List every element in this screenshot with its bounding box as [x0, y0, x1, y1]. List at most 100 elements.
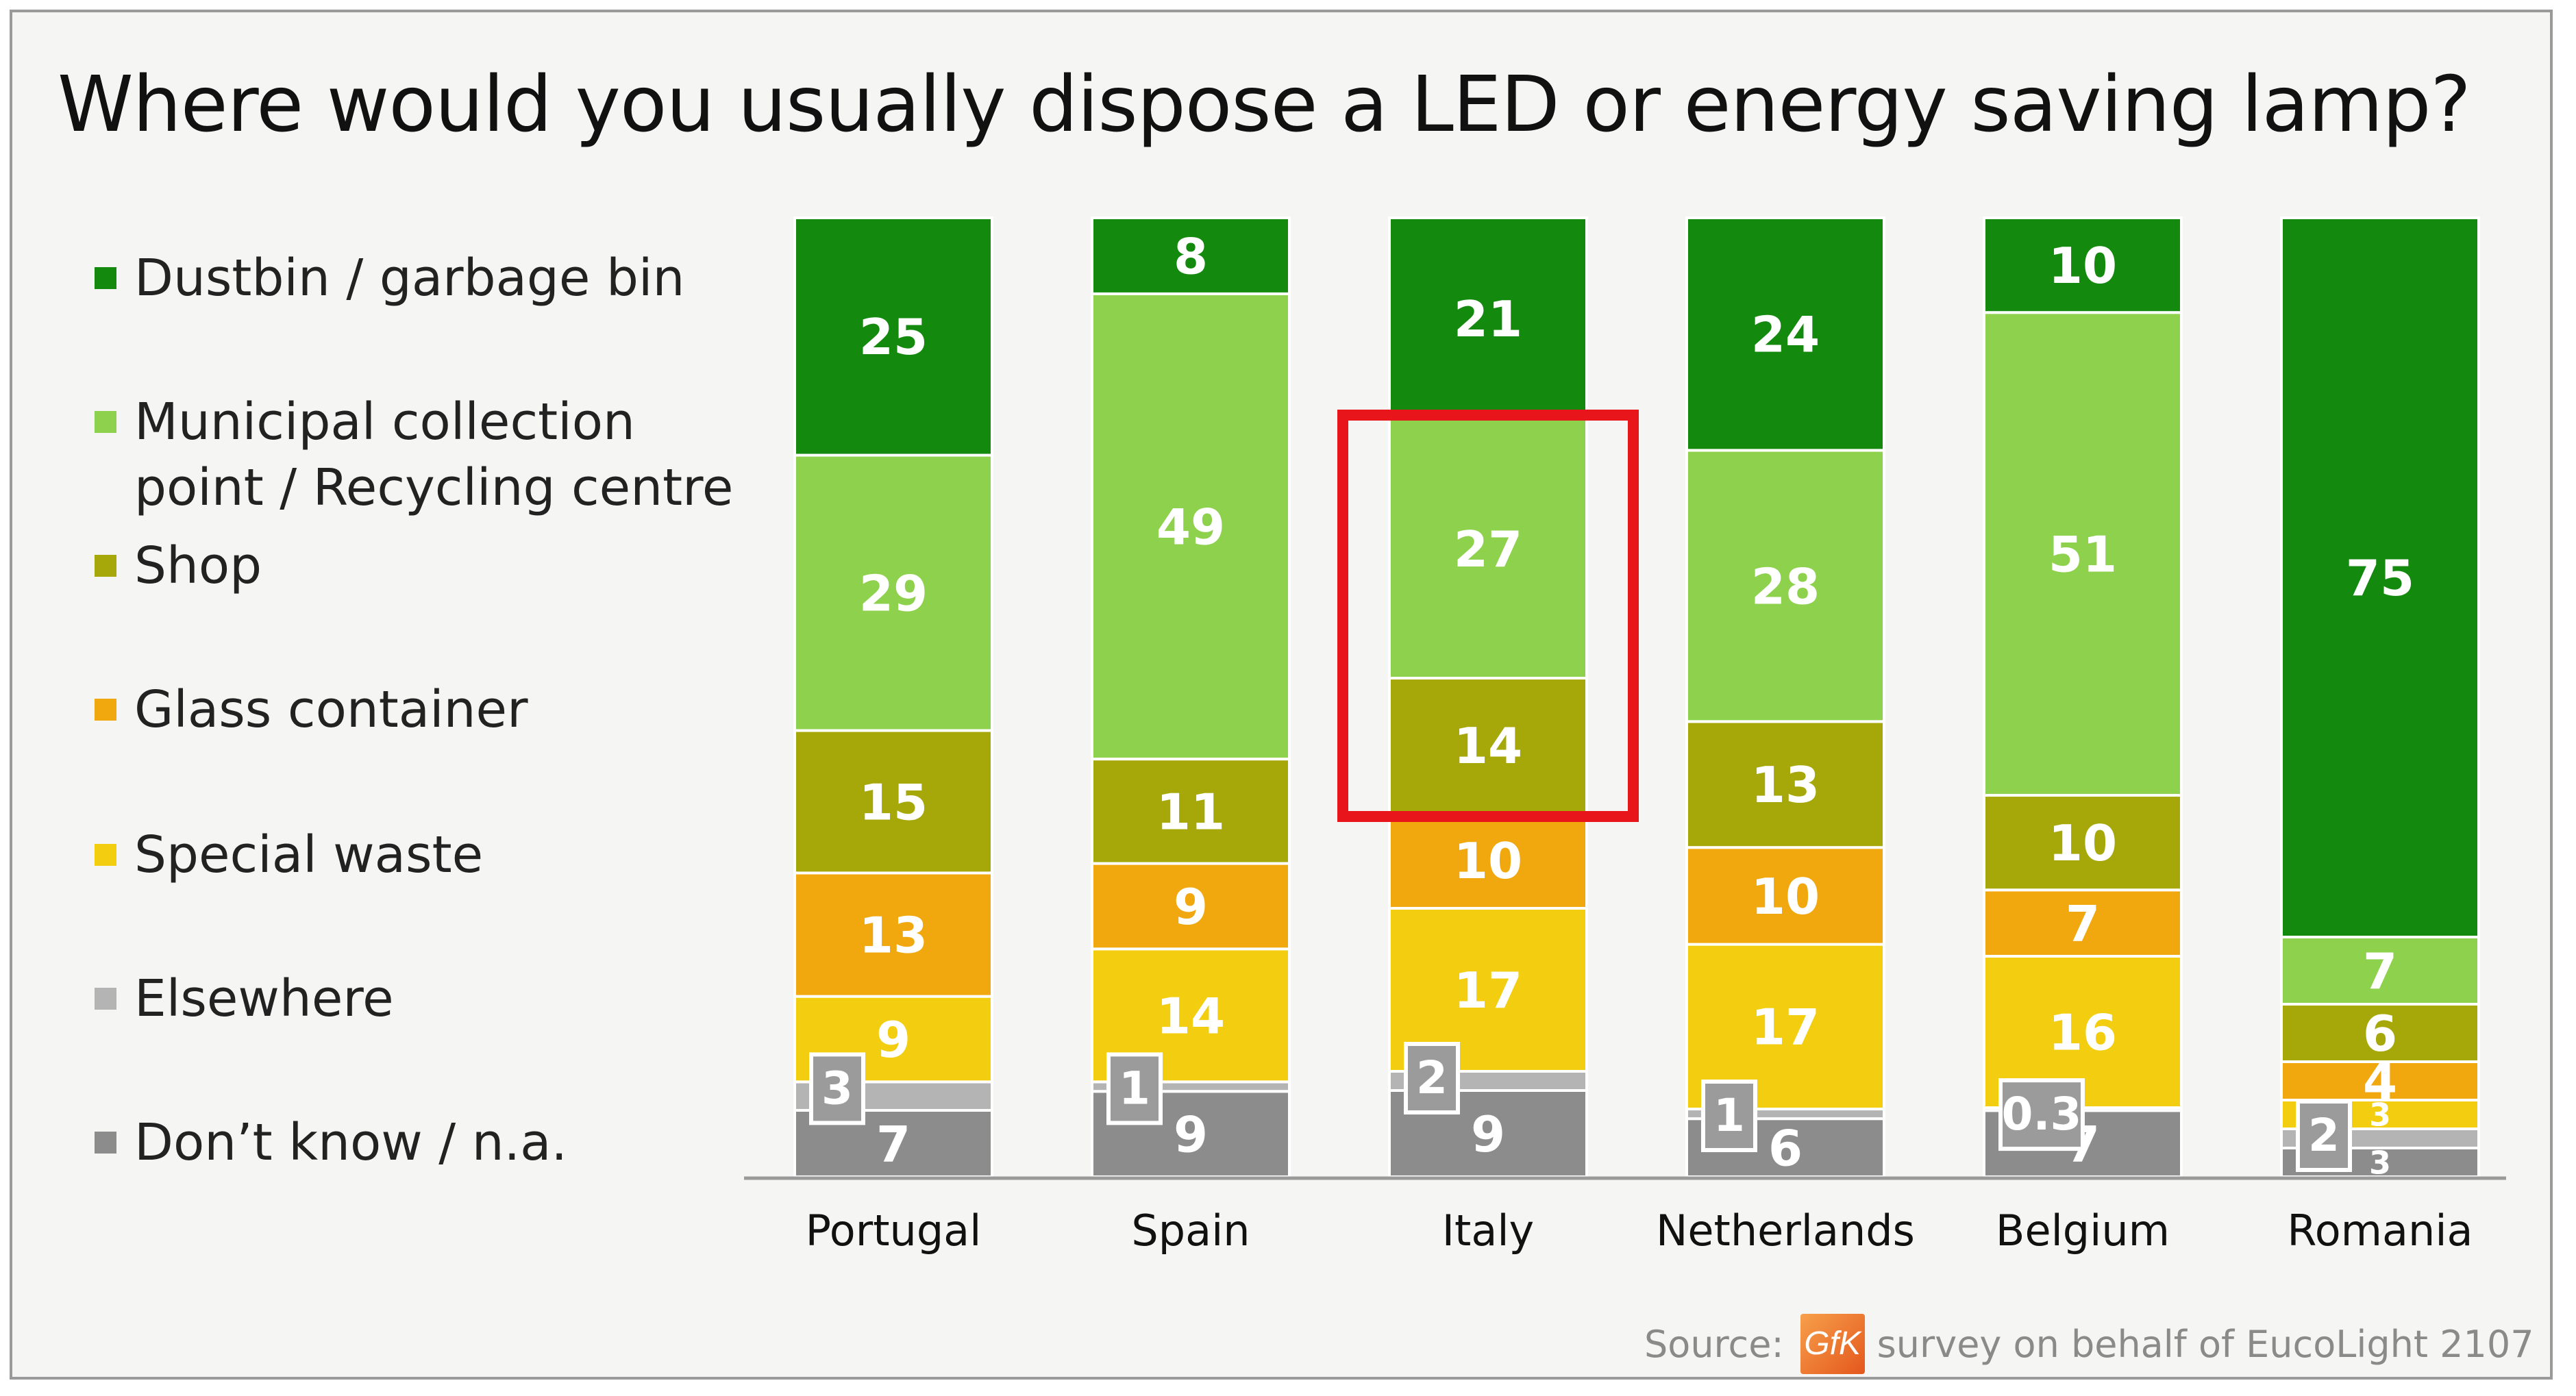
data-label: 14 — [1454, 717, 1522, 775]
data-label: 8 — [1174, 227, 1208, 285]
legend-swatch — [95, 267, 116, 289]
bar-stack — [1388, 216, 1588, 1178]
bar-segment — [2280, 936, 2480, 1006]
data-label: 9 — [876, 1011, 911, 1069]
category-label: Netherlands — [1656, 1206, 1915, 1256]
bar-stack — [2280, 216, 2480, 1178]
data-label: 14 — [1156, 987, 1225, 1045]
data-label: 9 — [1471, 1106, 1505, 1163]
data-label: 0.3 — [2002, 1088, 2082, 1141]
data-label: 49 — [1156, 498, 1225, 556]
data-label: 75 — [2346, 549, 2414, 607]
data-label: 1 — [1119, 1062, 1150, 1114]
bar-stack — [1091, 216, 1291, 1179]
data-label: 16 — [2048, 1004, 2117, 1061]
legend-label: Shop — [134, 536, 262, 595]
legend-swatch — [95, 1132, 116, 1154]
source-note: Source: GfK survey on behalf of EucoLigh… — [1644, 1314, 2534, 1374]
legend-swatch — [95, 699, 116, 721]
category-label: Portugal — [806, 1206, 982, 1256]
data-label: 1 — [1713, 1089, 1745, 1142]
stacked-bar-chart: 73913152925Portugal9114911498Spain921710… — [744, 216, 2506, 1256]
legend-label: Dustbin / garbage bin — [134, 249, 685, 308]
data-label: 13 — [859, 906, 928, 964]
legend-label: Glass container — [134, 680, 528, 739]
legend-swatch — [95, 844, 116, 866]
bar-segment — [793, 871, 993, 998]
bar-segment — [1983, 216, 2183, 314]
category-label: Italy — [1442, 1206, 1535, 1256]
data-label: 51 — [2048, 526, 2117, 584]
legend-label: Don’t know / n.a. — [134, 1113, 568, 1172]
data-label: 25 — [859, 308, 928, 366]
data-label: 7 — [2363, 943, 2397, 1000]
bar-segment — [1091, 292, 1291, 761]
bar-segment — [2280, 1060, 2480, 1101]
legend-item: Dustbin / garbage bin — [95, 245, 780, 382]
data-label: 4 — [2363, 1053, 2397, 1110]
bar-segment — [1685, 449, 1885, 723]
bar-segment — [1983, 794, 2183, 892]
data-label: 24 — [1751, 306, 1820, 364]
category-label: Spain — [1131, 1206, 1250, 1256]
data-label: 7 — [2066, 895, 2100, 953]
source-suffix: survey on behalf of EucoLight 2107 — [1877, 1322, 2534, 1366]
legend-item: Special waste — [95, 822, 780, 959]
data-label: 11 — [1156, 783, 1225, 840]
bar-segment — [1685, 216, 1885, 452]
data-label: 10 — [1751, 868, 1820, 925]
legend-label: Elsewhere — [134, 969, 394, 1028]
data-label: 3 — [821, 1062, 853, 1114]
legend-item: Elsewhere — [95, 966, 780, 1103]
elsewhere-label-box — [1701, 1080, 1757, 1153]
elsewhere-label-box — [809, 1052, 865, 1125]
data-label: 15 — [859, 773, 928, 831]
bar-segment — [793, 729, 993, 875]
data-label: 10 — [1454, 832, 1522, 890]
data-label: 10 — [2048, 814, 2117, 872]
data-label: 6 — [2363, 1005, 2397, 1062]
bar-segment — [1388, 811, 1588, 910]
source-prefix: Source: — [1644, 1322, 1784, 1366]
legend-item: Shop — [95, 533, 780, 670]
bar-stack — [1685, 216, 1885, 1178]
data-label: 28 — [1751, 558, 1820, 615]
legend-swatch — [95, 988, 116, 1010]
legend-item: Don’t know / n.a. — [95, 1110, 780, 1247]
data-label: 2 — [1416, 1051, 1448, 1104]
legend-label: Special waste — [134, 825, 484, 884]
elsewhere-label-box — [2296, 1099, 2352, 1172]
legend-item: Glass container — [95, 677, 780, 814]
gfk-logo: GfK — [1800, 1314, 1865, 1374]
bar-segment — [1388, 677, 1588, 814]
category-label: Belgium — [1996, 1206, 2170, 1256]
data-label: 2 — [2308, 1109, 2340, 1162]
bar-segment — [2280, 1003, 2480, 1063]
bar-segment — [1091, 216, 1291, 295]
data-label: 7 — [876, 1115, 911, 1173]
data-label: 10 — [2048, 237, 2117, 295]
category-label: Romania — [2287, 1206, 2473, 1256]
data-label: 29 — [859, 564, 928, 622]
data-label: 27 — [1454, 521, 1522, 578]
data-label: 17 — [1454, 962, 1522, 1019]
bar-segment — [1091, 862, 1291, 951]
data-label: 6 — [1768, 1119, 1803, 1177]
legend-item: Municipal collection point / Recycling c… — [95, 389, 780, 526]
elsewhere-label-box — [1998, 1078, 2085, 1151]
legend-swatch — [95, 411, 116, 433]
chart-frame: Where would you usually dispose a LED or… — [10, 10, 2553, 1380]
bar-segment — [1685, 846, 1885, 946]
data-label: 9 — [1174, 1106, 1208, 1164]
legend-swatch — [95, 555, 116, 577]
data-label: 9 — [1174, 878, 1208, 936]
bar-segment — [793, 216, 993, 457]
legend-label: Municipal collection point / Recycling c… — [134, 392, 734, 517]
highlight-box — [1337, 410, 1639, 822]
elsewhere-label-box — [1106, 1052, 1163, 1125]
data-label: 17 — [1751, 999, 1820, 1056]
chart-title: Where would you usually dispose a LED or… — [58, 60, 2471, 149]
data-label: 13 — [1751, 756, 1820, 814]
bar-segment — [1983, 311, 2183, 797]
elsewhere-label-box — [1404, 1042, 1460, 1114]
